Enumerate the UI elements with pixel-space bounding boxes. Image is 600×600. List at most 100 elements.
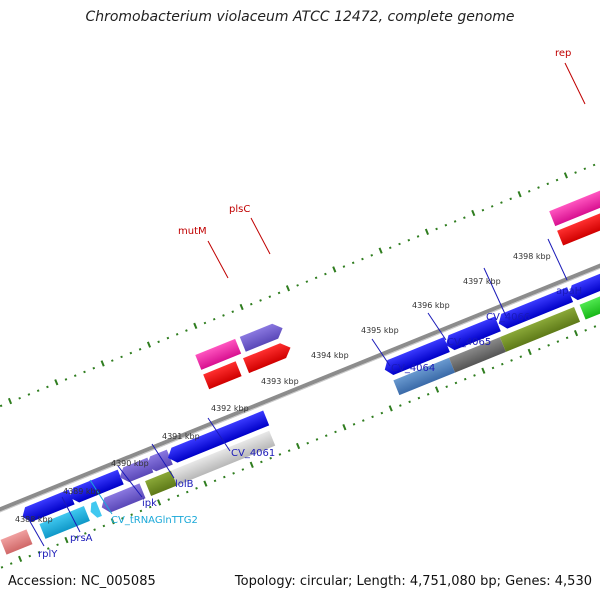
gene-block-salmon[interactable] (0, 529, 33, 555)
inner-tick-49 (454, 381, 458, 385)
inner-tick-19 (176, 494, 180, 498)
outer-tick-27 (193, 322, 198, 329)
outer-tick-65 (546, 182, 550, 186)
inner-tick-37 (342, 424, 347, 431)
callout-line-mutm (207, 240, 229, 279)
genome-track (0, 163, 600, 569)
outer-tick-62 (517, 191, 522, 198)
inner-tick-4 (37, 550, 41, 554)
outer-tick-row (0, 163, 596, 408)
gene-arrow-rev-blue-4[interactable] (382, 337, 450, 377)
gene-block-cv-4065[interactable] (448, 337, 506, 373)
inner-tick-47 (434, 386, 440, 393)
gene-block-cv-4064[interactable] (393, 357, 455, 396)
gene-arrow-rev-blue-1[interactable] (19, 489, 75, 525)
outer-tick-22 (146, 341, 152, 348)
gene-arrow-rev-blue-5[interactable] (443, 316, 501, 352)
inner-tick-62 (573, 329, 579, 337)
outer-tick-24 (166, 336, 170, 340)
inner-tick-8 (74, 535, 78, 539)
inner-tick-39 (362, 419, 365, 422)
gene-label-lolB[interactable]: lolB (175, 479, 194, 490)
outer-tick-58 (481, 208, 485, 212)
gene-label-cv4066[interactable]: CV_4066 (486, 312, 530, 323)
inner-tick-16 (148, 505, 152, 509)
gene-label-cv4061[interactable]: CV_4061 (231, 448, 275, 459)
outer-tick-9 (27, 393, 31, 396)
outer-tick-59 (490, 205, 494, 208)
outer-tick-31 (231, 310, 235, 314)
outer-tick-15 (83, 370, 86, 374)
callout-line-plsc (250, 217, 271, 255)
gene-label-rep[interactable]: rep (555, 48, 571, 59)
gene-arrow-mutm[interactable] (195, 338, 242, 370)
gene-label-cv4065[interactable]: CV_4065 (447, 337, 491, 348)
outer-tick-23 (157, 340, 160, 344)
callout-line-prsA (61, 496, 81, 533)
gene-arrow-ipk[interactable] (99, 483, 146, 514)
gene-label-cv-trnagln[interactable]: CV_tRNAGlnTTG2 (111, 515, 198, 526)
gene-label-cv4064[interactable]: CV_4064 (391, 363, 435, 374)
gene-label-mutm[interactable]: mutM (178, 226, 207, 237)
outer-tick-37 (285, 285, 291, 292)
gene-arrow-rev-purple-1[interactable] (117, 457, 154, 485)
gene-arrow-rev-blue-3[interactable] (165, 410, 270, 466)
inner-tick-53 (491, 366, 495, 370)
outer-tick-45 (361, 257, 364, 261)
inner-tick-57 (527, 348, 532, 356)
outer-tick-69 (583, 167, 587, 171)
gene-block-cv-4061[interactable] (170, 430, 276, 486)
inner-tick-46 (426, 392, 430, 396)
inner-tick-32 (296, 442, 301, 450)
inner-tick-54 (500, 362, 504, 366)
inner-tick-34 (315, 438, 319, 441)
gene-arrow-fwd-red-2[interactable] (243, 340, 293, 374)
kbp-label-4397: 4397 kbp (463, 277, 501, 286)
outer-tick-13 (64, 378, 68, 381)
gene-block-lolb[interactable] (145, 470, 178, 496)
outer-tick-10 (36, 389, 40, 393)
outer-tick-21 (138, 348, 142, 351)
outer-tick-20 (129, 351, 133, 355)
gene-arrow-trna-small[interactable] (88, 501, 102, 519)
outer-tick-12 (54, 379, 59, 386)
inner-tick-0 (0, 566, 4, 569)
gene-arrow-fwd-red-1[interactable] (203, 361, 242, 390)
inner-tick-44 (408, 400, 411, 404)
genome-backbone-shadow (0, 255, 600, 520)
kbp-label-4389: 4389 kbp (63, 487, 101, 496)
outer-tick-38 (296, 284, 299, 287)
outer-tick-51 (416, 235, 420, 238)
gene-label-ipk[interactable]: ipk (142, 498, 157, 509)
outer-tick-18 (110, 359, 114, 362)
gene-arrow-rev-blue-7[interactable] (566, 270, 600, 302)
gene-label-plsc[interactable]: plsC (229, 204, 250, 215)
outer-tick-35 (268, 295, 272, 298)
map-title: Chromobacterium violaceum ATCC 12472, co… (85, 9, 515, 25)
gene-arrow-plsc[interactable] (239, 321, 286, 352)
gene-arrow-rep[interactable] (549, 189, 600, 227)
inner-tick-55 (510, 359, 513, 362)
outer-tick-41 (324, 272, 327, 276)
gene-arrow-rev-blue-6[interactable] (496, 287, 574, 331)
inner-tick-42 (388, 405, 393, 412)
inner-tick-36 (334, 430, 337, 434)
gene-label-rplY[interactable]: rplY (38, 549, 58, 560)
outer-tick-16 (92, 366, 96, 370)
outer-tick-19 (120, 355, 123, 359)
gene-arrow-rev-blue-2[interactable] (67, 469, 124, 506)
inner-tick-61 (565, 336, 569, 340)
gene-arrow-fwd-red-3[interactable] (557, 208, 600, 246)
gene-block-cv-4066[interactable] (499, 306, 581, 352)
inner-tick-45 (417, 396, 421, 400)
inner-tick-33 (306, 441, 310, 445)
inner-tick-9 (84, 532, 87, 535)
gene-label-prsA[interactable]: prsA (70, 533, 93, 544)
inner-tick-48 (445, 385, 448, 389)
gene-block-cv-trnagln[interactable] (39, 505, 90, 539)
gene-label-apah[interactable]: apaH (556, 286, 582, 297)
callout-line-ipk (117, 465, 143, 498)
inner-tick-2 (18, 555, 23, 563)
kbp-label-4394: 4394 kbp (311, 351, 349, 360)
gene-block-apah[interactable] (579, 286, 600, 320)
